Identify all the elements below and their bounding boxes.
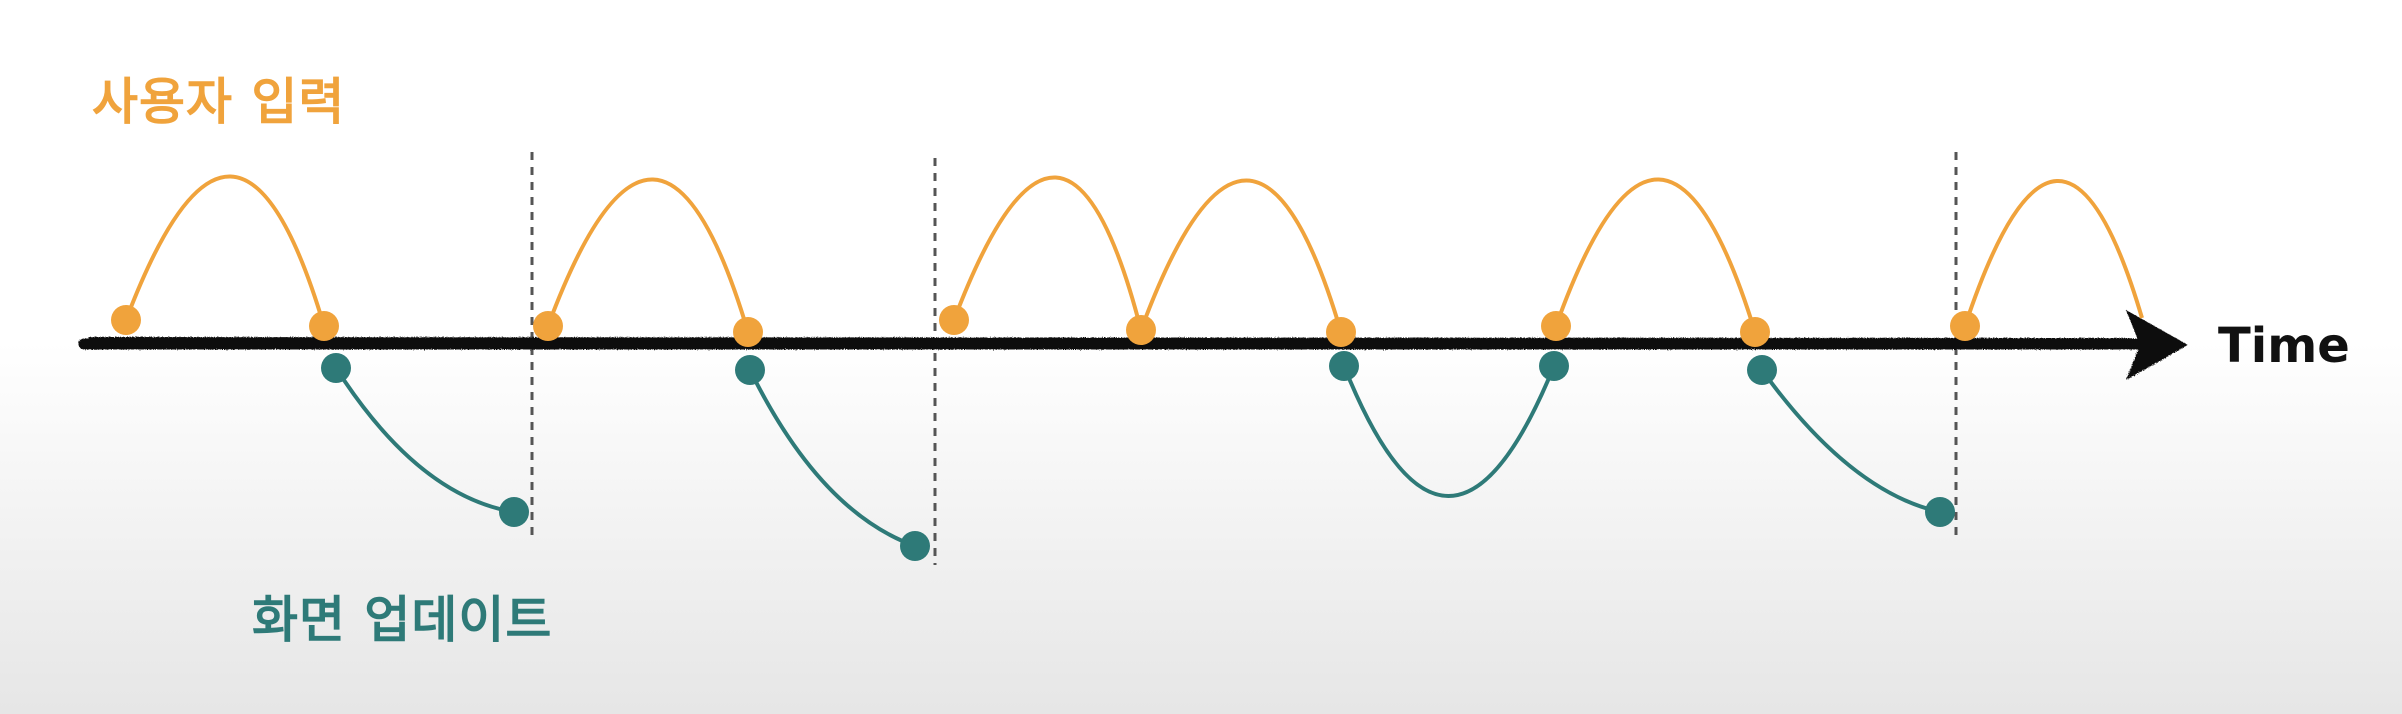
user-input-dots xyxy=(111,305,1980,347)
input-dot xyxy=(1126,315,1156,345)
frame-dividers xyxy=(530,152,1958,565)
update-dot xyxy=(900,531,930,561)
input-dot xyxy=(111,305,141,335)
time-axis xyxy=(78,310,2188,380)
input-dot xyxy=(1740,317,1770,347)
input-dot xyxy=(1326,317,1356,347)
update-dot xyxy=(1329,351,1359,381)
input-dot xyxy=(733,317,763,347)
update-arc-2 xyxy=(748,369,916,548)
input-arc-3 xyxy=(952,175,1143,331)
update-arc-4 xyxy=(1760,368,1941,514)
update-dot xyxy=(321,353,351,383)
input-arc-2 xyxy=(546,177,750,333)
screen-update-label: 화면 업데이트 xyxy=(252,591,553,649)
time-axis-line-shadow xyxy=(88,337,2132,342)
time-axis-arrowhead xyxy=(2126,310,2188,380)
input-dot xyxy=(1541,311,1571,341)
input-arc-5 xyxy=(1554,177,1757,333)
input-dot xyxy=(533,311,563,341)
user-input-arcs xyxy=(124,174,2144,333)
input-dot xyxy=(309,311,339,341)
input-arc-4 xyxy=(1139,178,1343,333)
input-arc-6 xyxy=(1963,179,2144,327)
time-axis-label: Time xyxy=(2218,318,2350,374)
screen-update-arcs xyxy=(334,365,1941,548)
input-arc-1 xyxy=(124,174,326,327)
update-dot xyxy=(1747,355,1777,385)
screen-update-dots xyxy=(321,351,1955,561)
update-dot xyxy=(499,497,529,527)
update-dot xyxy=(1925,497,1955,527)
input-dot xyxy=(1950,311,1980,341)
user-input-label: 사용자 입력 xyxy=(92,73,346,131)
update-arc-3 xyxy=(1342,365,1556,498)
update-arc-1 xyxy=(334,366,515,514)
update-dot xyxy=(1539,351,1569,381)
update-dot xyxy=(735,355,765,385)
input-dot xyxy=(939,305,969,335)
